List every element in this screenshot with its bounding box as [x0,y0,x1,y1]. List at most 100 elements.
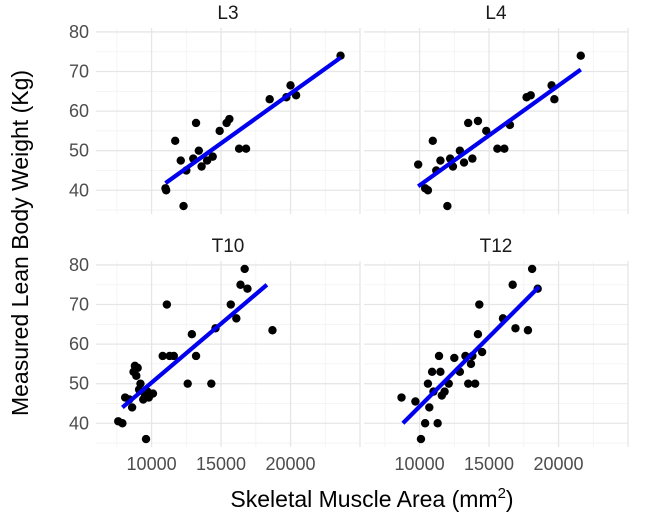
data-point [118,419,127,428]
data-point [423,379,433,388]
data-point [207,379,216,388]
data-point [468,154,477,163]
x-axis-title-main: Skeletal Muscle Area (mm [230,486,497,512]
data-point [215,126,224,136]
facet-title-l3: L3 [217,3,238,24]
data-point [169,351,179,361]
data-point [194,146,204,155]
data-point [511,324,520,333]
data-point [526,91,535,100]
facet-title-t12: T12 [480,236,513,257]
data-point [493,144,502,153]
y-tick-label: 60 [69,101,89,121]
facet-title-l4: L4 [485,3,507,24]
data-point [226,300,235,309]
data-point [427,367,437,377]
x-tick-label: 20000 [265,454,315,474]
panel-l3: L3 [96,3,361,214]
data-point [141,434,151,444]
data-point [240,264,249,274]
y-tick-label: 70 [69,295,89,315]
y-tick-label: 70 [69,62,89,82]
y-tick-label: 60 [69,334,89,354]
y-tick-label: 80 [69,255,89,275]
data-point [428,136,437,145]
data-point [464,379,473,388]
x-tick-labels: 10000 15000 20000 10000 15000 20000 [127,454,584,474]
x-tick-label: 15000 [464,454,514,474]
data-point [434,351,444,361]
data-point [127,403,137,412]
data-point [420,419,430,428]
data-point [197,162,206,171]
data-point [225,114,234,124]
y-axis-title: Measured Lean Body Weight (Kg) [7,70,33,416]
data-point [241,144,251,153]
data-point [450,353,459,363]
y-tick-label: 50 [69,374,89,394]
data-point [234,144,244,153]
data-point [183,379,192,388]
data-point [133,363,142,373]
y-tick-label: 80 [69,22,89,42]
data-point [473,116,483,126]
x-tick-label: 10000 [127,454,177,474]
data-point [171,136,180,145]
data-point [436,156,445,165]
data-point [508,280,517,289]
data-point [191,118,201,128]
data-point [232,314,241,323]
x-tick-label: 20000 [533,454,583,474]
data-point [550,95,559,104]
panel-background-t12 [364,261,628,447]
x-tick-label: 10000 [395,454,445,474]
panel-l4: L4 [364,3,629,214]
data-point [397,393,406,402]
data-point [286,81,295,90]
data-point [443,201,452,211]
data-point [187,330,197,339]
data-point [158,351,167,361]
data-point [411,397,420,406]
regression-line-l3 [164,55,342,185]
data-point [265,95,274,104]
data-point [527,264,537,274]
regression-line-t10 [121,283,269,410]
regression-line-t12 [401,285,541,425]
data-point [500,144,509,153]
data-point [436,367,445,377]
x-axis-title-close: ) [506,486,514,512]
data-point [475,300,484,309]
data-point [459,158,469,167]
data-point [191,351,201,361]
data-point [482,126,491,136]
panel-t12: T12 [364,236,629,447]
y-tick-labels: 40 50 60 70 80 40 50 60 70 80 [69,22,89,433]
data-point [268,326,277,335]
data-point [136,379,145,388]
panels-layer: L3 L4 T10 T12 [96,3,629,447]
data-point [470,379,480,388]
data-point [473,330,483,339]
data-point [425,403,434,412]
y-tick-label: 40 [69,180,89,200]
data-point [466,359,476,369]
data-point [179,201,188,211]
data-point [464,118,473,128]
facet-title-t10: T10 [212,236,245,257]
x-axis-title-superscript: 2 [498,485,506,502]
data-point [440,387,449,396]
data-point [523,326,533,335]
panel-t10: T10 [96,236,361,447]
panel-background-t10 [96,261,360,447]
panel-background-l4 [364,28,628,214]
data-point [162,300,172,309]
data-point [236,280,245,289]
data-point [208,152,217,161]
data-point [576,51,585,60]
data-point [433,419,442,428]
data-point [423,186,433,195]
data-point [161,186,171,195]
regression-line-l4 [416,67,582,189]
